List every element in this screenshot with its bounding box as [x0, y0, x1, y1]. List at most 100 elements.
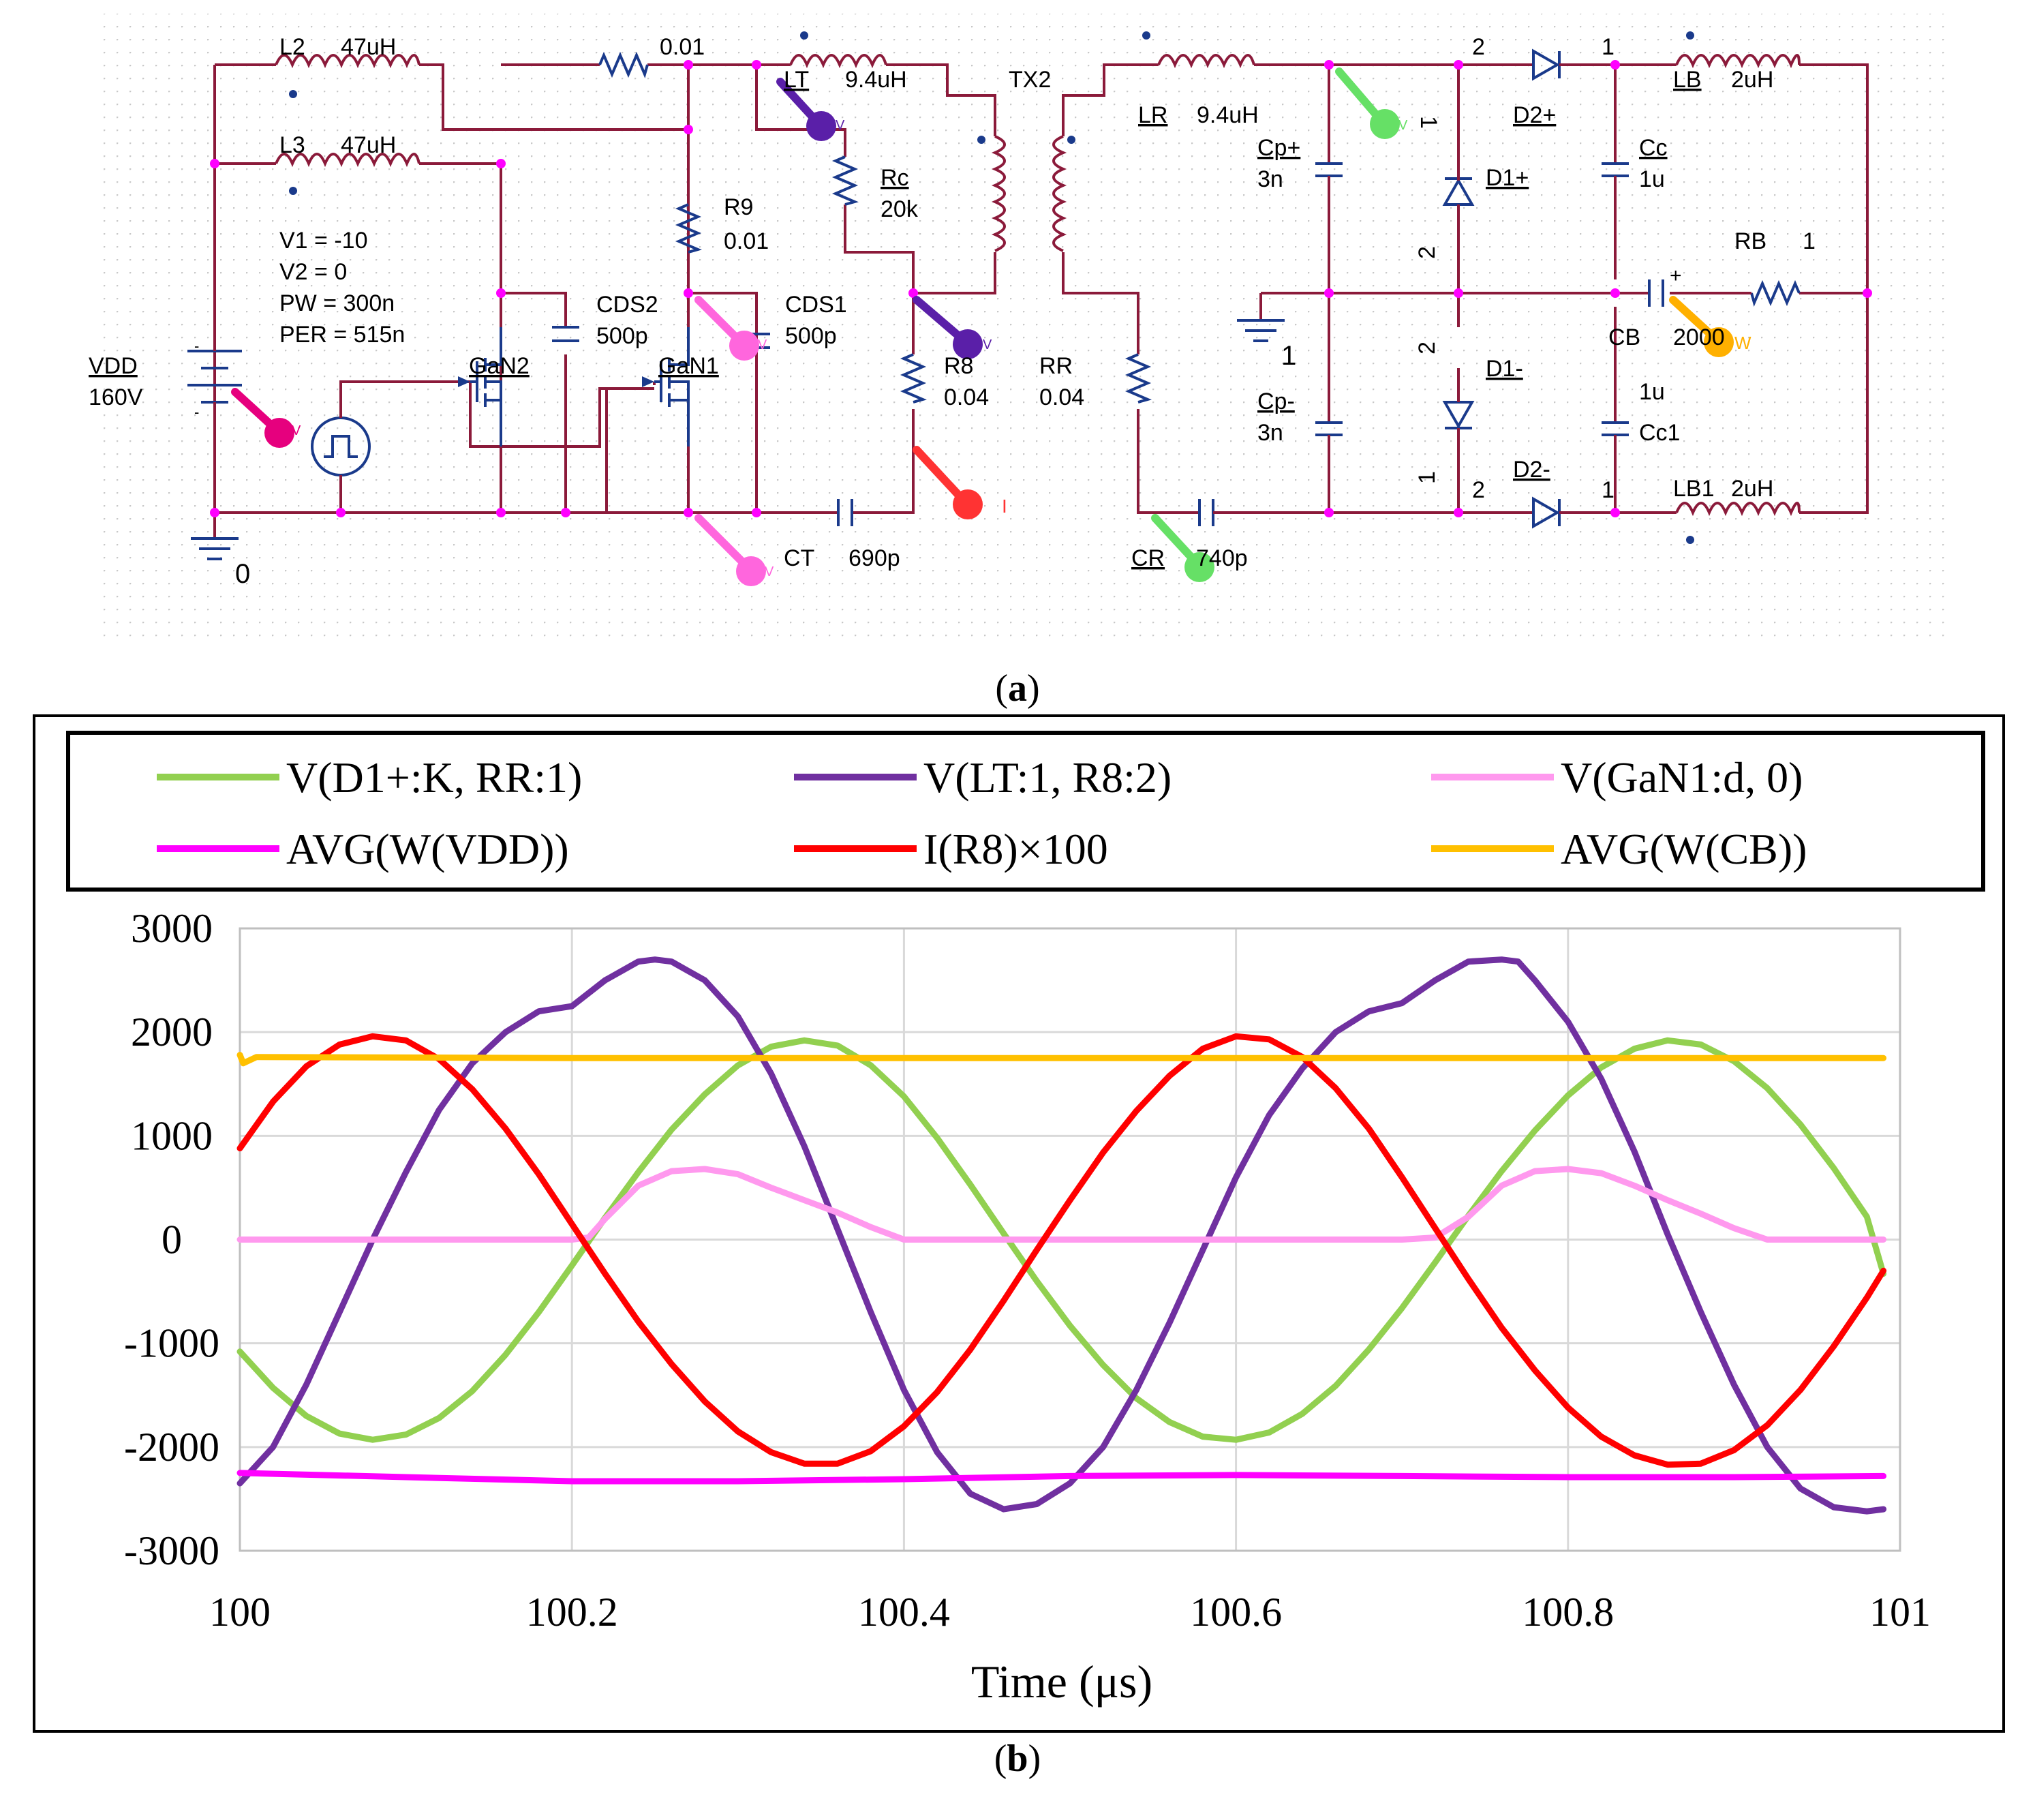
label-cc-name: Cc — [1639, 135, 1668, 161]
label-l3-name: L3 — [279, 132, 305, 158]
series-line-2 — [236, 1166, 1887, 1243]
pulse-pw: PW = 300n — [279, 290, 395, 316]
label-cr-name: CR — [1131, 545, 1165, 571]
gan-transistors — [470, 327, 690, 446]
label-r9-value: 0.01 — [724, 228, 769, 254]
label-lr-value: 9.4uH — [1197, 102, 1259, 128]
label-lt-value: 9.4uH — [845, 67, 907, 93]
label-cp-minus-value: 3n — [1257, 420, 1283, 446]
axis-ticks: 100 100.2 100.4 100.6 100.8 101 3000 2000 1000 0 -… — [124, 906, 1931, 1635]
transistor-gan1 — [654, 327, 690, 446]
probe-mark-d1: V — [1398, 118, 1408, 133]
label-lr-name: LR — [1138, 102, 1167, 128]
label-cp-plus-value: 3n — [1257, 166, 1283, 192]
inductor-lr — [1157, 54, 1255, 69]
svg-text:-: - — [194, 404, 199, 421]
legend: V(D1+:K, RR:1) V(LT:1, R8:2) V(GaN1:d, 0) A… — [157, 753, 1807, 873]
probe-d1-plus — [1335, 67, 1384, 123]
label-cc1-name: Cc1 — [1639, 420, 1680, 446]
label-r8-value: 0.04 — [944, 384, 989, 410]
y-tick-label: 0 — [162, 1217, 182, 1262]
label-d1-plus: D1+ — [1486, 165, 1529, 191]
svg-text:-: - — [194, 337, 199, 354]
x-tick-label: 100 — [209, 1590, 271, 1635]
label-gan2: GaN2 — [469, 353, 530, 379]
pin-d2p-2: 2 — [1472, 34, 1485, 60]
y-tick-label: -1000 — [124, 1321, 219, 1366]
label-cds2-value: 500p — [596, 323, 648, 349]
polarity-dots — [289, 31, 1694, 544]
probe-r8-node — [913, 296, 968, 345]
resistor-rc — [831, 155, 859, 206]
label-rc-value: 20k — [881, 196, 919, 222]
label-r9-name: R9 — [724, 194, 753, 220]
probe-mark-ct: V — [765, 564, 774, 579]
series-line-5 — [236, 1052, 1887, 1067]
label-cc1-value: 1u — [1639, 379, 1665, 405]
x-tick-label: 100.6 — [1190, 1590, 1282, 1635]
label-l3-value: 47uH — [341, 132, 396, 158]
inductor-lt — [789, 54, 887, 69]
ground-label-left: 0 — [235, 559, 250, 589]
pin-d2p-1: 1 — [1602, 34, 1615, 60]
label-shunt-value: 0.01 — [660, 34, 705, 60]
resistor-rr — [1124, 353, 1152, 404]
label-cds1-value: 500p — [785, 323, 837, 349]
label-d1-minus: D1- — [1486, 356, 1523, 382]
probes — [231, 67, 1734, 586]
label-cc-value: 1u — [1639, 166, 1665, 192]
chart-frame — [33, 714, 2005, 1733]
probe-mark-cb: W — [1734, 333, 1751, 353]
x-tick-label: 100.2 — [526, 1590, 618, 1635]
pin-d1m-1: 1 — [1414, 471, 1440, 484]
label-lb1-value: 2uH — [1731, 476, 1773, 502]
label-tx2: TX2 — [1009, 67, 1051, 93]
y-tick-label: 2000 — [131, 1010, 213, 1055]
label-d2-minus: D2- — [1513, 457, 1550, 483]
resistor-r9 — [675, 203, 702, 254]
transistor-gan2 — [470, 327, 502, 446]
y-tick-label: -2000 — [124, 1425, 219, 1470]
probe-cb — [1669, 296, 1718, 342]
label-rr-name: RR — [1039, 353, 1073, 379]
capacitor-cds2 — [552, 326, 579, 342]
label-cb-name: CB — [1608, 324, 1640, 350]
label-rc-name: Rc — [881, 165, 909, 191]
pin-d1p-2: 2 — [1414, 246, 1440, 259]
label-cds2-name: CDS2 — [596, 292, 658, 318]
resistors — [598, 51, 1801, 404]
label-l2-name: L2 — [279, 34, 305, 60]
y-tick-label: 3000 — [131, 906, 213, 951]
legend-label-2: V(GaN1:d, 0) — [1561, 753, 1803, 802]
x-tick-label: 100.4 — [858, 1590, 950, 1635]
label-r8-name: R8 — [944, 353, 973, 379]
capacitor-ct — [837, 499, 853, 526]
ground-label-right: 1 — [1281, 341, 1296, 371]
grid-background — [95, 14, 1949, 641]
circuit-schematic: + - - — [89, 14, 1949, 641]
caption-a: (a) — [995, 667, 1040, 710]
probe-gan1-drain — [694, 296, 744, 345]
label-rr-value: 0.04 — [1039, 384, 1084, 410]
pulse-source — [311, 380, 409, 513]
series-line-3 — [236, 1470, 1887, 1485]
legend-label-3: AVG(W(VDD)) — [286, 825, 569, 873]
ground-symbols — [191, 319, 1285, 560]
probe-mark-gan1: V — [758, 337, 767, 352]
y-tick-label: 1000 — [131, 1113, 213, 1158]
pin-d1m-2: 2 — [1414, 342, 1440, 354]
label-l2-value: 47uH — [341, 34, 396, 60]
transformer-secondary — [1052, 135, 1067, 252]
label-lb-value: 2uH — [1731, 67, 1773, 93]
label-gan1: GaN1 — [658, 353, 719, 379]
label-cb-value: 2000 — [1673, 324, 1725, 350]
junction-dots — [210, 60, 1872, 517]
svg-text:+: + — [1670, 264, 1682, 287]
label-ct-name: CT — [784, 545, 814, 571]
label-cp-plus-name: Cp+ — [1257, 135, 1300, 161]
capacitor-cb — [1648, 279, 1664, 307]
pulse-v2: V2 = 0 — [279, 259, 347, 285]
probe-cr — [1151, 514, 1200, 566]
label-lt-name: LT — [784, 67, 809, 93]
